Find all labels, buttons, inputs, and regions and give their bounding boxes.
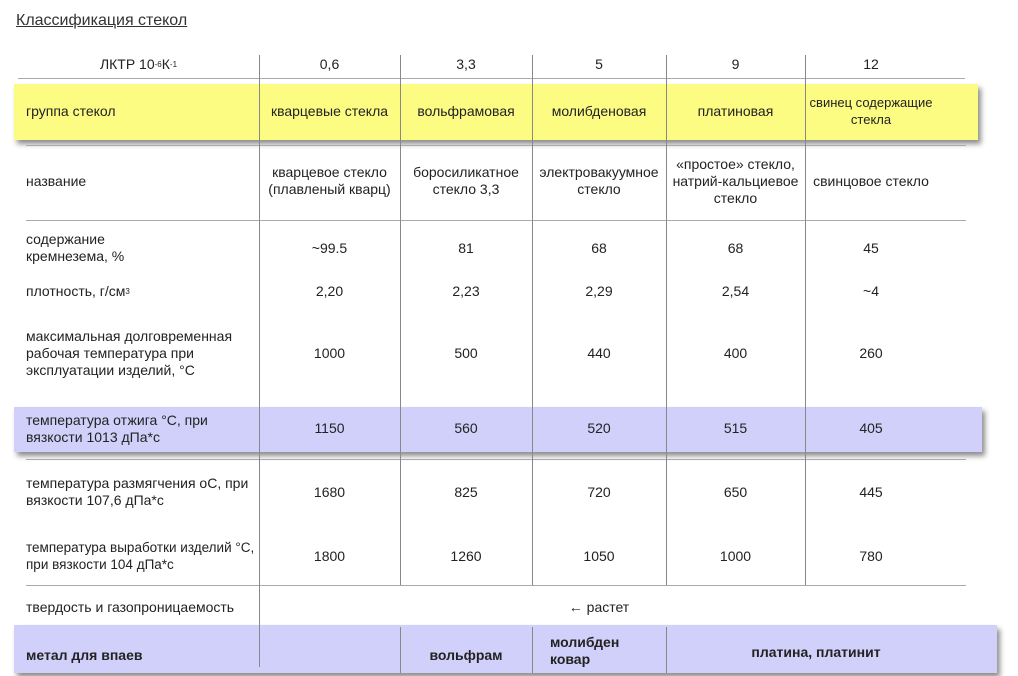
working-value: 1260 xyxy=(450,547,482,564)
silica-value: 81 xyxy=(458,239,474,256)
soften-value: 825 xyxy=(454,483,478,500)
working-value: 1050 xyxy=(583,547,615,564)
anneal-value: 560 xyxy=(454,420,478,436)
group-value: кварцевые стекла xyxy=(270,102,389,119)
density-value: ~4 xyxy=(863,282,879,299)
name-label: название xyxy=(26,172,87,189)
metal-row-band xyxy=(14,625,997,673)
group-value: вольфрамовая xyxy=(417,102,515,119)
soften-label: температура размягчения оС, при вязкости… xyxy=(26,475,249,508)
soften-value: 720 xyxy=(587,483,611,500)
column-line xyxy=(400,55,401,585)
name-value: свинцовое стекло xyxy=(813,172,929,189)
density-value: 2,29 xyxy=(585,282,613,299)
working-label: температура выработки изделий °C, при вя… xyxy=(26,540,255,572)
header-value: 12 xyxy=(863,55,879,72)
header-label: ЛКТР 10 -6 К -1 xyxy=(99,55,178,72)
anneal-row-band xyxy=(14,407,982,452)
column-line xyxy=(666,627,667,673)
anneal-value: 1150 xyxy=(314,420,345,436)
hardness-label: твердость и газопроницаемость xyxy=(26,598,235,615)
anneal-label: температура отжига °C, при вязкости 1013… xyxy=(26,411,208,445)
header-value: 0,6 xyxy=(319,55,340,72)
working-value: 780 xyxy=(859,547,883,564)
density-value: 2,20 xyxy=(315,282,344,299)
anneal-value: 515 xyxy=(723,420,748,436)
divider xyxy=(26,220,966,221)
maxtemp-value: 440 xyxy=(587,344,611,361)
density-value: 2,23 xyxy=(452,282,480,299)
silica-value: ~99.5 xyxy=(311,239,348,256)
name-value: боросиликатное стекло 3,3 xyxy=(413,164,519,197)
soften-value: 445 xyxy=(859,483,883,500)
column-line xyxy=(666,55,667,585)
maxtemp-value: 260 xyxy=(859,344,883,361)
density-label: плотность, г/см 3 xyxy=(26,282,130,299)
group-row-band xyxy=(14,84,978,140)
silica-label: содержание кремнезема, % xyxy=(26,231,125,264)
soften-value: 1680 xyxy=(313,483,346,500)
anneal-value: 520 xyxy=(587,420,611,436)
column-line xyxy=(259,55,260,667)
working-value: 1000 xyxy=(719,547,752,564)
header-value: 3,3 xyxy=(456,55,476,72)
name-value: кварцевое стекло (плавленый кварц) xyxy=(268,164,391,197)
anneal-value: 405 xyxy=(859,420,883,436)
header-value: 9 xyxy=(731,55,740,72)
column-line xyxy=(805,55,806,585)
column-line xyxy=(400,627,401,673)
silica-value: 45 xyxy=(863,239,879,256)
header-value: 5 xyxy=(595,55,603,72)
divider xyxy=(26,585,966,586)
maxtemp-value: 400 xyxy=(723,344,748,361)
group-value: молибденовая xyxy=(551,102,647,119)
metal-label: метал для впаев xyxy=(26,646,143,663)
silica-value: 68 xyxy=(591,239,607,256)
maxtemp-label: максимальная долговременная рабочая темп… xyxy=(26,327,233,378)
group-value: свинец содержащие стекла xyxy=(809,95,933,127)
density-value: 2,54 xyxy=(721,282,750,299)
name-value: «простое» стекло, натрий-кальциевое стек… xyxy=(672,155,799,206)
hardness-value: ← растет xyxy=(568,598,630,615)
metal-value: вольфрам xyxy=(429,646,503,663)
group-label: группа стекол xyxy=(26,102,116,119)
group-value: платиновая xyxy=(697,102,774,119)
metal-value: молибден ковар xyxy=(550,634,620,667)
maxtemp-value: 1000 xyxy=(313,344,346,361)
page-title: Классификация стекол xyxy=(16,12,188,29)
column-line xyxy=(532,55,533,585)
name-value: электровакуумное стекло xyxy=(539,164,659,197)
divider xyxy=(26,459,966,460)
working-value: 1800 xyxy=(313,547,346,564)
metal-value: платина, платинит xyxy=(751,643,881,660)
column-line xyxy=(532,627,533,673)
soften-value: 650 xyxy=(723,483,748,500)
divider xyxy=(18,78,965,79)
maxtemp-value: 500 xyxy=(454,344,478,361)
divider xyxy=(26,145,966,146)
silica-value: 68 xyxy=(727,239,744,256)
